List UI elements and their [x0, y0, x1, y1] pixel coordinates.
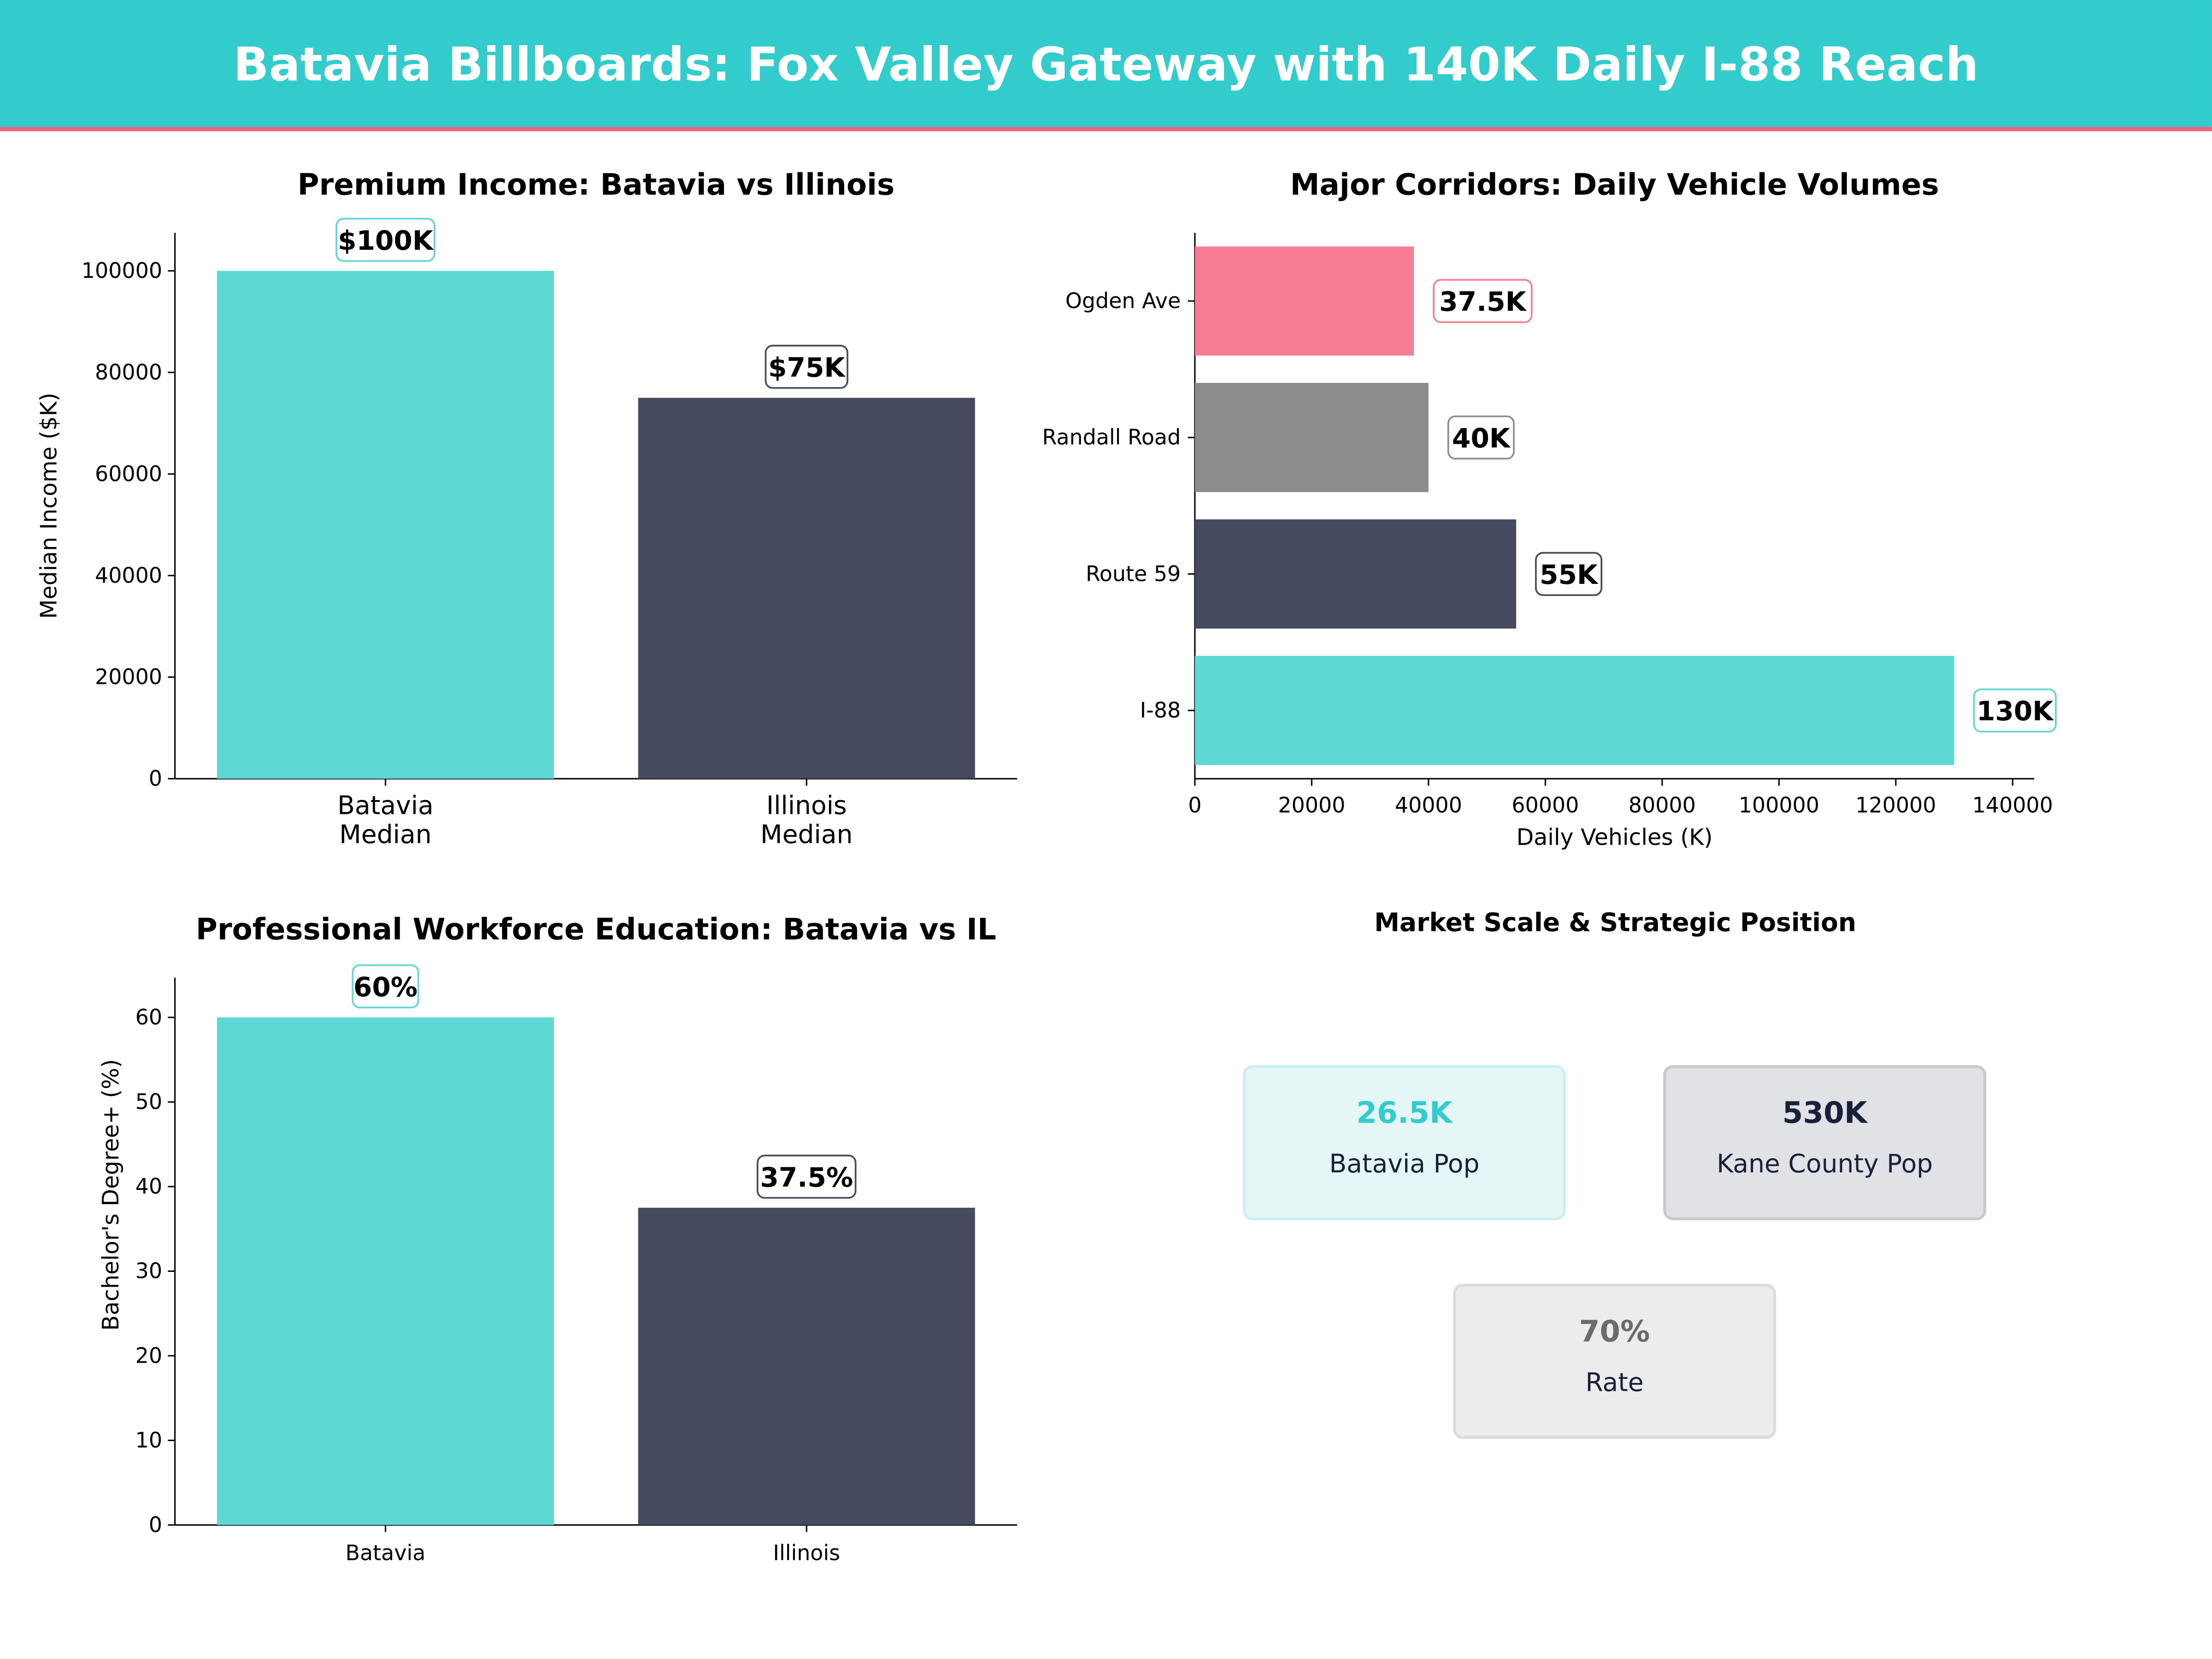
x-tick-label: 140000 — [1972, 793, 2053, 818]
data-label-box — [765, 345, 848, 389]
text-line: Median — [339, 820, 431, 849]
market-title: Market Scale & Strategic Position — [1374, 908, 1857, 938]
data-label-box — [1433, 279, 1533, 323]
x-tick-label: 0 — [1188, 793, 1201, 818]
y-tick-label: Route 59 — [1086, 561, 1181, 586]
bar-0 — [217, 271, 554, 779]
y-tick-label: 80000 — [95, 359, 162, 384]
text-line: Median — [760, 820, 853, 849]
kpi-label: Batavia Pop — [1329, 1149, 1480, 1180]
x-tick-label: Illinois — [773, 1541, 840, 1565]
bar-0 — [1194, 656, 1954, 765]
y-tick-label: 30 — [135, 1259, 162, 1283]
x-tick-label: 120000 — [1855, 793, 1936, 818]
data-label-box — [757, 1154, 857, 1199]
x-tick-label: 80000 — [1629, 793, 1696, 818]
kpi-card-rate: 70% Rate — [1453, 1283, 1777, 1439]
y-tick-label: Randall Road — [1042, 425, 1181, 450]
bar-1 — [1194, 519, 1516, 629]
x-axis-label: Daily Vehicles (K) — [1517, 824, 1713, 851]
bar-1 — [638, 1207, 975, 1525]
x-tick-label: Batavia Median — [337, 790, 434, 849]
text-line: Batavia — [337, 790, 434, 820]
data-label-box — [352, 964, 419, 1009]
kpi-label: Kane County Pop — [1717, 1149, 1933, 1180]
data-label-box — [1535, 552, 1603, 596]
y-tick-label: Ogden Ave — [1065, 288, 1181, 313]
chart-title: Major Corridors: Daily Vehicle Volumes — [1290, 167, 1939, 202]
data-label-box — [1973, 688, 2057, 733]
page-title: Batavia Billboards: Fox Valley Gateway w… — [233, 36, 1979, 91]
x-tick-label: 40000 — [1395, 793, 1462, 818]
data-label: 55K — [1540, 559, 1599, 590]
data-label-box — [1447, 415, 1515, 460]
x-tick-label: 20000 — [1278, 793, 1345, 818]
y-tick-label: 10 — [135, 1428, 162, 1453]
chart-title: Premium Income: Batavia vs Illinois — [297, 167, 894, 202]
x-tick-label: 60000 — [1512, 793, 1579, 818]
y-tick-label: 0 — [149, 766, 162, 791]
data-label: 37.5% — [760, 1162, 853, 1193]
x-tick-label: 100000 — [1739, 793, 1819, 818]
kpi-card-kane-county-pop: 530K Kane County Pop — [1663, 1065, 1987, 1220]
y-tick-label: 50 — [135, 1089, 162, 1114]
y-tick-label: 0 — [149, 1512, 162, 1537]
y-tick-label: I-88 — [1140, 698, 1181, 723]
bar-3 — [1194, 246, 1414, 356]
text-line: Illinois — [766, 790, 847, 820]
y-tick-label: 20 — [135, 1343, 162, 1368]
data-label: $75K — [768, 352, 846, 383]
x-tick-label: Illinois Median — [760, 790, 853, 849]
data-label: 60% — [353, 971, 418, 1003]
y-axis-label: Bachelor's Degree+ (%) — [98, 1059, 124, 1330]
bar-2 — [1194, 382, 1429, 492]
y-tick-label: 100000 — [82, 258, 162, 283]
y-tick-label: 20000 — [95, 665, 162, 689]
y-tick-label: 40 — [135, 1174, 162, 1199]
bar-0 — [217, 1017, 554, 1525]
chart-title: Professional Workforce Education: Batavi… — [196, 912, 996, 947]
y-tick-label: 60 — [135, 1005, 162, 1030]
data-label: 37.5K — [1439, 286, 1527, 318]
data-label: $100K — [338, 225, 434, 256]
data-label: 130K — [1977, 695, 2054, 727]
y-axis-label: Median Income ($K) — [35, 393, 62, 619]
data-label: 40K — [1452, 423, 1511, 454]
kpi-value: 530K — [1782, 1096, 1867, 1130]
y-tick-label: 60000 — [95, 461, 162, 486]
data-label-box — [335, 218, 435, 262]
kpi-label: Rate — [1585, 1368, 1644, 1398]
kpi-card-batavia-pop: 26.5K Batavia Pop — [1242, 1065, 1566, 1220]
header-banner: Batavia Billboards: Fox Valley Gateway w… — [0, 0, 2212, 131]
kpi-value: 70% — [1579, 1315, 1650, 1349]
y-tick-label: 40000 — [95, 563, 162, 588]
bar-1 — [638, 398, 975, 779]
x-tick-label: Batavia — [346, 1541, 426, 1565]
kpi-value: 26.5K — [1356, 1096, 1453, 1130]
